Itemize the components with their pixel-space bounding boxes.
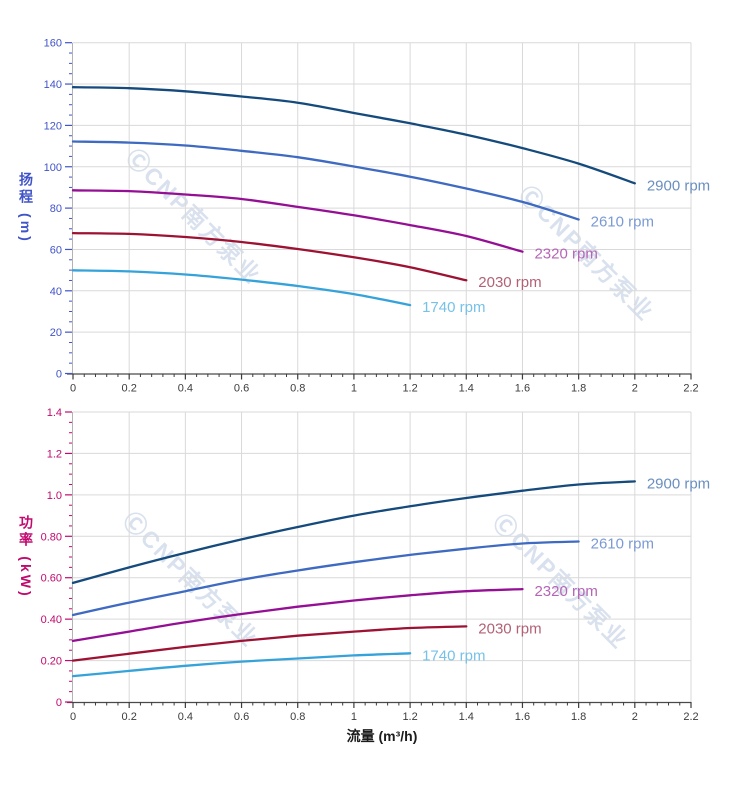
y-tick-label: 0.80 (41, 531, 62, 543)
x-tick-label: 0 (70, 711, 76, 723)
flow-x-axis-title: 流量 (m³/h) (346, 728, 418, 744)
x-tick-label: 1.2 (402, 711, 417, 723)
x-tick-label: 0 (70, 383, 76, 395)
y-tick-label: 140 (44, 79, 62, 91)
x-tick-label: 0.8 (290, 711, 305, 723)
x-axis: 0 0.2 0.4 0.6 0.8 1 1.2 1.4 1.6 1.8 2 2.2 (70, 702, 699, 723)
x-tick-label: 1.2 (402, 383, 417, 395)
x-axis: 0 0.2 0.4 0.6 0.8 1 1.2 1.4 1.6 1.8 2 2.2 (70, 373, 699, 395)
power-chart: 0 0.2 0.4 0.6 0.8 1 1.2 1.4 1.6 1.8 2 2.200.200.400… (41, 407, 711, 723)
label-2030-rpm: 2030 rpm (478, 274, 541, 291)
curve-2030-rpm (71, 231, 468, 282)
label-2320-rpm: 2320 rpm (534, 583, 597, 600)
x-tick-label: 0.2 (122, 711, 137, 723)
x-tick-label: 1.6 (515, 711, 530, 723)
x-tick-label: 1 (351, 711, 357, 723)
y-tick-label: 1.0 (47, 490, 62, 502)
gridlines (73, 411, 692, 702)
x-tick-label: 2.2 (683, 383, 698, 395)
curve-2320-rpm (71, 587, 524, 643)
y-tick-label: 60 (50, 244, 62, 256)
curve-2610-rpm (71, 140, 580, 221)
y-tick-label: 120 (44, 120, 62, 132)
x-tick-label: 0.6 (234, 383, 249, 395)
label-2320-rpm: 2320 rpm (534, 246, 597, 263)
y-tick-label: 160 (44, 38, 62, 50)
x-tick-label: 1.8 (571, 711, 586, 723)
x-tick-label: 2 (632, 383, 638, 395)
y-tick-label: 0 (56, 697, 62, 709)
y-tick-label: 0.20 (41, 656, 62, 668)
curve-2900-rpm (71, 86, 636, 185)
x-tick-label: 1.4 (459, 383, 474, 395)
y-tick-label: 40 (50, 286, 62, 298)
curve-1740-rpm (71, 652, 412, 678)
label-2610-rpm: 2610 rpm (591, 535, 654, 552)
label-1740-rpm: 1740 rpm (422, 299, 485, 316)
curve-2030-rpm (71, 625, 468, 662)
y-tick-label: 20 (50, 327, 62, 339)
head-chart: 0 0.2 0.4 0.6 0.8 1 1.2 1.4 1.6 1.8 2 2.2 0 20 40 60 80 1… (44, 38, 711, 395)
x-tick-label: 0.4 (178, 711, 193, 723)
x-tick-label: 1.4 (459, 711, 474, 723)
x-tick-label: 0.2 (122, 383, 137, 395)
power-y-axis-title: 功率 (kW) (18, 515, 34, 599)
gridlines (73, 42, 692, 374)
y-tick-label: 80 (50, 203, 62, 215)
label-2900-rpm: 2900 rpm (647, 475, 710, 492)
x-tick-label: 1.8 (571, 383, 586, 395)
curve-1740-rpm (71, 269, 412, 307)
y-tick-label: 1.2 (47, 448, 62, 460)
label-2610-rpm: 2610 rpm (591, 213, 654, 230)
head-y-axis-title: 扬程 (m) (18, 172, 34, 244)
y-axis: 0 0.20 0.40 0.60 0.80 1.0 1.2 1.4 (41, 407, 72, 709)
x-tick-label: 0.4 (178, 383, 193, 395)
y-tick-label: 100 (44, 162, 62, 174)
x-tick-label: 1 (351, 383, 357, 395)
x-tick-label: 2.2 (683, 711, 698, 723)
label-2900-rpm: 2900 rpm (647, 177, 710, 194)
y-tick-label: 0.60 (41, 573, 62, 585)
y-tick-label: 1.4 (47, 407, 62, 419)
x-tick-label: 0.6 (234, 711, 249, 723)
label-1740-rpm: 1740 rpm (422, 647, 485, 664)
label-2030-rpm: 2030 rpm (478, 620, 541, 637)
y-axis: 0 20 40 60 80 100 120 140 160 (44, 38, 72, 381)
curve-2610-rpm (71, 540, 580, 617)
x-tick-label: 1.6 (515, 383, 530, 395)
x-tick-label: 0.8 (290, 383, 305, 395)
y-tick-label: 0.40 (41, 614, 62, 626)
x-tick-label: 2 (632, 711, 638, 723)
y-tick-label: 0 (56, 369, 62, 381)
curve-2900-rpm (71, 480, 636, 585)
curve-2320-rpm (71, 189, 524, 253)
